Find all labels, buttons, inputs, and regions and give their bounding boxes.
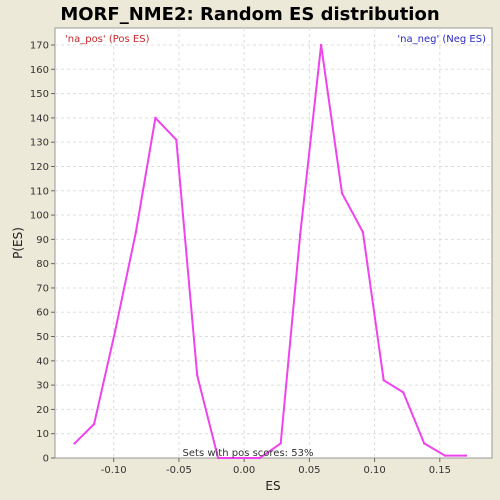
y-tick-label: 150 — [30, 89, 49, 100]
data-point — [154, 116, 157, 120]
x-tick-label: 0.10 — [363, 465, 385, 476]
data-point — [73, 442, 76, 445]
y-tick-label: 80 — [36, 259, 49, 270]
data-point — [134, 230, 138, 234]
y-tick-label: 60 — [36, 308, 49, 319]
data-point — [195, 374, 199, 377]
y-tick-label: 120 — [30, 162, 49, 173]
x-tick-label: -0.10 — [101, 465, 127, 476]
y-tick-label: 0 — [43, 454, 49, 465]
x-axis-ticks: -0.10 -0.05 0.00 0.05 0.10 0.15 — [101, 458, 451, 476]
x-tick-label: 0.00 — [233, 465, 255, 476]
x-tick-label: 0.15 — [429, 465, 451, 476]
legend-pos-label: 'na_pos' (Pos ES) — [65, 34, 150, 45]
y-tick-label: 70 — [36, 283, 49, 294]
data-point — [92, 422, 96, 426]
y-tick-label: 40 — [36, 356, 49, 367]
y-tick-label: 90 — [36, 235, 49, 246]
data-point — [175, 138, 178, 141]
data-point — [258, 456, 262, 460]
plot-area — [54, 27, 493, 459]
data-point — [422, 442, 426, 445]
series-line — [73, 44, 466, 459]
chart-title: MORF_NME2: Random ES distribution — [60, 4, 439, 25]
y-tick-label: 160 — [30, 65, 49, 76]
grid-lines — [55, 28, 492, 458]
data-point — [299, 233, 302, 236]
data-point — [382, 379, 385, 382]
data-point — [402, 391, 405, 394]
y-tick-label: 100 — [30, 211, 49, 222]
data-point — [361, 230, 365, 234]
data-point — [464, 454, 468, 457]
y-axis-label: P(ES) — [11, 227, 25, 259]
data-point — [443, 454, 447, 457]
y-tick-label: 140 — [30, 113, 49, 124]
y-axis-ticks: 0 10 20 30 40 50 60 70 80 90 100 110 120 130 140 150 160… — [30, 41, 55, 465]
data-point — [279, 442, 282, 445]
y-tick-label: 20 — [36, 405, 49, 416]
series-points — [73, 43, 468, 460]
y-tick-label: 110 — [30, 186, 49, 197]
legend-neg-label: 'na_neg' (Neg ES) — [397, 34, 486, 45]
data-point — [113, 330, 117, 333]
y-tick-label: 10 — [36, 429, 49, 440]
x-tick-label: 0.05 — [298, 465, 320, 476]
x-tick-label: -0.05 — [166, 465, 192, 476]
x-axis-label: ES — [265, 479, 280, 493]
data-point — [216, 456, 220, 460]
data-point — [319, 43, 323, 47]
y-tick-label: 30 — [36, 381, 49, 392]
y-tick-label: 130 — [30, 138, 49, 149]
y-tick-label: 50 — [36, 332, 49, 343]
data-point — [340, 191, 344, 195]
pos-score-annotation: Sets with pos scores: 53% — [183, 448, 314, 459]
y-tick-label: 170 — [30, 41, 49, 52]
data-point — [237, 456, 241, 460]
